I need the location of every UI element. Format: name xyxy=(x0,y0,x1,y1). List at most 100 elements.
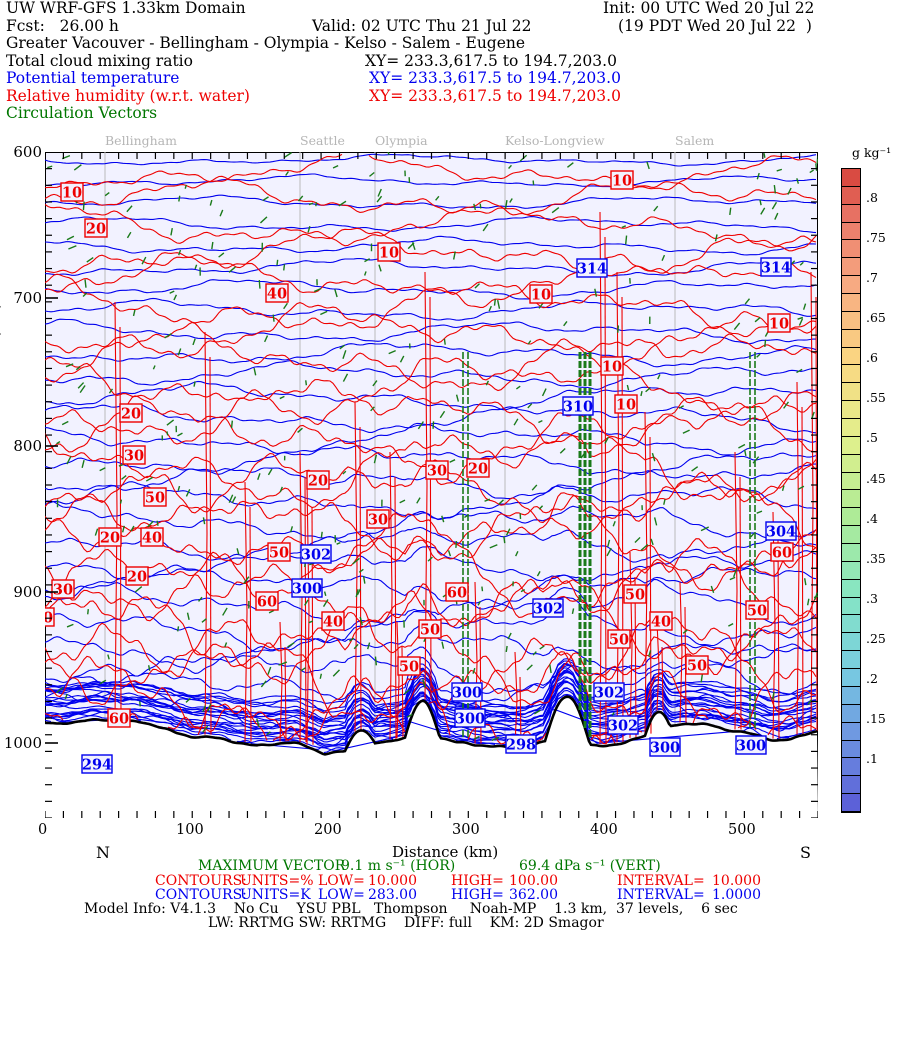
svg-text:50: 50 xyxy=(687,658,707,675)
colorbar-segment xyxy=(842,365,860,383)
svg-text:30: 30 xyxy=(427,463,447,480)
contour-label: 10 xyxy=(768,314,790,333)
svg-text:50: 50 xyxy=(269,545,289,562)
contour-label: 60 xyxy=(256,592,278,611)
contour-label: 302 xyxy=(594,683,624,702)
colorbar-tick-p25: .25 xyxy=(866,631,886,646)
colorbar-segment xyxy=(842,794,860,812)
svg-text:20: 20 xyxy=(127,569,147,586)
header-row-6: Relative humidity (w.r.t. water) XY= 233… xyxy=(0,88,900,106)
y-tick-1000: 1000 xyxy=(0,734,42,752)
field-xy-rh: XY= 233.3,617.5 to 194.7,203.0 xyxy=(369,88,621,106)
contour-label: 304 xyxy=(766,522,796,541)
svg-text:60: 60 xyxy=(772,545,792,562)
colorbar-segment xyxy=(842,651,860,669)
contour-label: 30 xyxy=(123,446,145,465)
colorbar-segment xyxy=(842,294,860,312)
contour-label: 300 xyxy=(455,709,485,728)
svg-text:302: 302 xyxy=(608,718,638,735)
colorbar-segment xyxy=(842,669,860,687)
contour-label: 60 xyxy=(446,583,468,602)
contour-label: 310 xyxy=(563,397,593,416)
svg-text:300: 300 xyxy=(452,685,482,702)
contour-label: 40 xyxy=(141,528,163,547)
model-domain-title: UW WRF-GFS 1.33km Domain xyxy=(6,0,246,18)
field-label-theta: Potential temperature xyxy=(6,70,179,88)
colorbar-tick-p45: .45 xyxy=(866,471,886,486)
contour-label: 20 xyxy=(307,471,329,490)
contour-label: 60 xyxy=(771,543,793,562)
y-tick-900: 900 xyxy=(0,583,42,601)
colorbar-segment xyxy=(842,508,860,526)
contour-label: 294 xyxy=(82,755,112,774)
colorbar-segment xyxy=(842,526,860,544)
colorbar-tick-p75: .75 xyxy=(866,230,886,245)
colorbar-segment xyxy=(842,240,860,258)
colorbar-segment xyxy=(842,544,860,562)
colorbar xyxy=(841,168,861,813)
svg-text:314: 314 xyxy=(761,260,791,277)
colorbar-segment xyxy=(842,580,860,598)
contour-label: 30 xyxy=(367,510,389,529)
contour-label: 20 xyxy=(99,528,121,547)
svg-text:30: 30 xyxy=(124,448,144,465)
y-tick-800: 800 xyxy=(0,437,42,455)
contour-label: 314 xyxy=(577,259,607,278)
colorbar-segment xyxy=(842,758,860,776)
contour-label: 60 xyxy=(108,709,130,728)
colorbar-segment xyxy=(842,776,860,794)
colorbar-tick-p5: .5 xyxy=(866,430,878,445)
contour-label: 50 xyxy=(746,601,768,620)
contour-label: 40 xyxy=(650,612,672,631)
svg-text:10: 10 xyxy=(531,287,551,304)
contour-label: 298 xyxy=(506,735,536,754)
contour-label: 302 xyxy=(301,545,331,564)
contour-label: 302 xyxy=(608,716,638,735)
contour-label: 40 xyxy=(322,612,344,631)
colorbar-segment xyxy=(842,473,860,491)
contour-label: 10 xyxy=(615,395,637,414)
colorbar-segment xyxy=(842,312,860,330)
svg-text:10: 10 xyxy=(612,173,632,190)
contour-label: 50 xyxy=(624,585,646,604)
svg-text:40: 40 xyxy=(323,614,343,631)
colorbar-segment xyxy=(842,562,860,580)
colorbar-tick-p55: .55 xyxy=(866,390,886,405)
svg-text:298: 298 xyxy=(506,737,536,754)
init-time: Init: 00 UTC Wed 20 Jul 22 xyxy=(603,0,814,18)
city-label-kelso-longview: Kelso-Longview xyxy=(505,133,605,148)
colorbar-segment xyxy=(842,723,860,741)
contour-label: 300 xyxy=(452,683,482,702)
header-row-7: Circulation Vectors xyxy=(0,105,900,123)
contour-label: 50 xyxy=(398,657,420,676)
header-row-5: Potential temperature XY= 233.3,617.5 to… xyxy=(0,70,900,88)
contour-label: 50 xyxy=(419,620,441,639)
colorbar-segment xyxy=(842,258,860,276)
colorbar-tick-p3: .3 xyxy=(866,591,878,606)
city-label-bellingham: Bellingham xyxy=(105,133,177,148)
contour-label: 300 xyxy=(736,736,766,755)
contour-label: 40 xyxy=(45,608,54,627)
colorbar-tick-p6: .6 xyxy=(866,350,878,365)
colorbar-tick-p1: .1 xyxy=(866,751,878,766)
colorbar-tick-p4: .4 xyxy=(866,511,878,526)
field-xy-cloud: XY= 233.3,617.5 to 194.7,203.0 xyxy=(365,53,617,71)
contour-label: 50 xyxy=(686,656,708,675)
field-label-rh: Relative humidity (w.r.t. water) xyxy=(6,88,250,106)
svg-text:60: 60 xyxy=(109,711,129,728)
svg-text:50: 50 xyxy=(399,659,419,676)
colorbar-tick-p65: .65 xyxy=(866,310,886,325)
y-tick-600: 600 xyxy=(0,143,42,161)
svg-text:30: 30 xyxy=(368,512,388,529)
svg-text:60: 60 xyxy=(447,585,467,602)
contour-label: 20 xyxy=(85,219,107,238)
colorbar-segment xyxy=(842,205,860,223)
colorbar-segment xyxy=(842,419,860,437)
contour-label: 10 xyxy=(601,357,623,376)
contour-label: 314 xyxy=(761,258,791,277)
contour-label: 300 xyxy=(650,738,680,757)
svg-text:300: 300 xyxy=(292,581,322,598)
svg-text:10: 10 xyxy=(62,185,82,202)
svg-text:20: 20 xyxy=(468,461,488,478)
